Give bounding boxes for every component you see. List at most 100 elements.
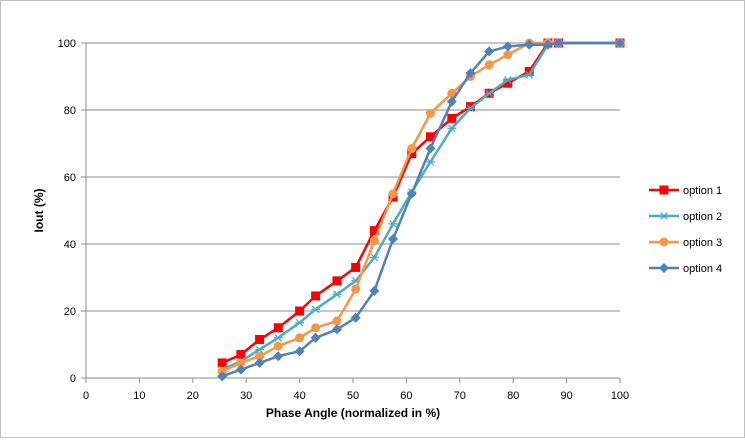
data-point xyxy=(388,189,398,199)
gridlines xyxy=(86,42,620,312)
data-point xyxy=(524,70,534,79)
data-point xyxy=(369,285,380,296)
data-point xyxy=(425,108,435,118)
data-point xyxy=(295,318,305,327)
x-tick-label: 60 xyxy=(400,390,412,402)
data-point xyxy=(255,334,265,344)
data-point xyxy=(465,102,475,112)
y-tick-label: 40 xyxy=(64,239,76,251)
x-tick-label: 90 xyxy=(560,390,572,402)
data-point xyxy=(351,262,361,272)
legend-marker xyxy=(659,212,669,220)
y-tick-label: 60 xyxy=(64,172,76,184)
legend-label: option 1 xyxy=(683,185,722,197)
data-point xyxy=(350,312,361,323)
data-point xyxy=(332,316,342,326)
legend-marker xyxy=(659,185,669,195)
x-tick-labels: 0 10 20 30 40 50 60 70 80 90 100 xyxy=(83,390,629,402)
data-point xyxy=(295,306,305,316)
y-axis-title: Iout (%) xyxy=(32,189,46,233)
data-point xyxy=(311,291,321,301)
data-point xyxy=(310,332,321,343)
data-point xyxy=(407,144,417,154)
legend-item: option 4 xyxy=(649,263,722,275)
data-point xyxy=(273,323,283,333)
data-point xyxy=(332,276,342,286)
legend-item: option 1 xyxy=(649,185,722,197)
legend-label: option 2 xyxy=(683,211,722,223)
data-point xyxy=(465,68,476,79)
data-point xyxy=(273,341,283,351)
legend-label: option 4 xyxy=(683,263,722,275)
data-point xyxy=(311,323,321,333)
x-tick-label: 100 xyxy=(611,390,629,402)
data-point xyxy=(255,351,265,361)
data-point xyxy=(465,104,475,113)
x-tick-label: 50 xyxy=(347,390,359,402)
data-point xyxy=(447,88,457,98)
data-point xyxy=(425,143,436,154)
series-option-1 xyxy=(217,38,625,368)
legend-marker xyxy=(659,263,669,273)
data-point xyxy=(217,358,227,368)
x-tick-label: 10 xyxy=(133,390,145,402)
data-point xyxy=(447,113,457,123)
data-point xyxy=(446,96,457,107)
data-point xyxy=(294,346,305,357)
data-point xyxy=(369,236,379,246)
series-line-option-1 xyxy=(221,41,620,365)
data-point xyxy=(484,60,494,70)
legend-label: option 3 xyxy=(683,237,722,249)
series-group xyxy=(217,38,625,382)
data-point xyxy=(406,188,417,199)
data-point xyxy=(553,38,564,48)
y-tick-label: 20 xyxy=(64,306,76,318)
data-point xyxy=(484,46,495,57)
x-tick-label: 80 xyxy=(507,390,519,402)
legend: option 1 option 2 option 3 option 4 xyxy=(649,185,722,275)
data-point xyxy=(425,158,435,166)
series-option-2 xyxy=(217,39,625,374)
y-tick-labels: 0 20 40 60 80 100 xyxy=(58,38,76,385)
data-point xyxy=(255,345,265,354)
series-line-option-2 xyxy=(221,41,620,371)
x-tick-label: 40 xyxy=(293,390,305,402)
data-point xyxy=(236,350,246,360)
legend-item: option 3 xyxy=(649,237,722,249)
legend-marker xyxy=(659,237,669,247)
data-point xyxy=(273,333,283,342)
x-tick-label: 30 xyxy=(240,390,252,402)
y-tick-label: 100 xyxy=(58,38,76,50)
data-point xyxy=(502,41,513,52)
data-point xyxy=(524,66,534,76)
data-point xyxy=(407,149,417,159)
data-point xyxy=(295,333,305,343)
data-point xyxy=(615,38,625,48)
data-point xyxy=(217,371,228,382)
data-point xyxy=(425,132,435,142)
x-axis-title: Phase Angle (normalized in %) xyxy=(266,406,440,420)
data-point xyxy=(235,364,246,375)
data-point xyxy=(503,78,513,88)
data-point xyxy=(388,233,399,244)
data-point xyxy=(484,89,494,98)
data-point xyxy=(388,220,398,228)
data-point xyxy=(332,290,342,299)
data-point xyxy=(311,305,321,314)
y-tick-label: 80 xyxy=(64,105,76,117)
series-option-4 xyxy=(217,38,625,382)
data-point xyxy=(503,50,513,60)
legend-item: option 2 xyxy=(649,211,722,223)
axes xyxy=(81,42,621,383)
y-tick-label: 0 xyxy=(70,373,76,385)
data-point xyxy=(236,358,246,368)
data-point xyxy=(447,124,457,133)
data-point xyxy=(351,284,361,294)
x-tick-label: 20 xyxy=(187,390,199,402)
data-point xyxy=(273,351,284,362)
x-tick-label: 70 xyxy=(454,390,466,402)
data-point xyxy=(542,39,553,50)
series-line-option-3 xyxy=(221,41,620,373)
